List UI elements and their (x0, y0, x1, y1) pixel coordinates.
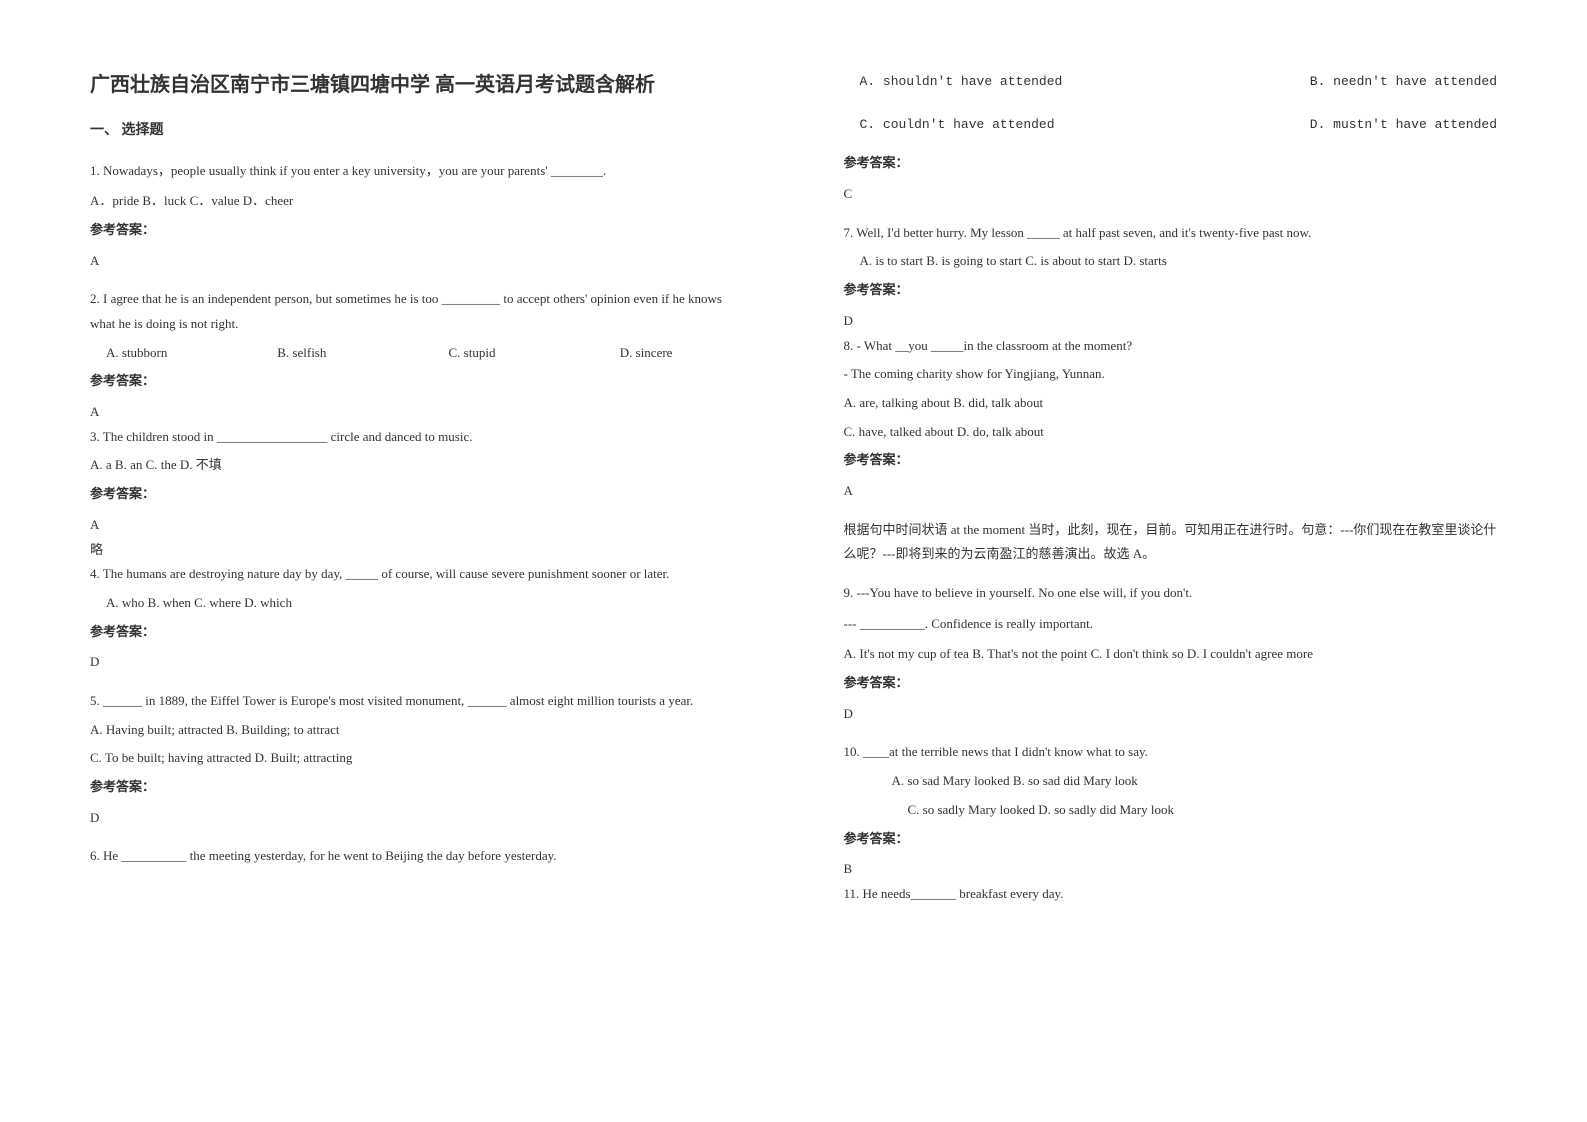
q4-answer: D (90, 650, 744, 675)
answer-label: 参考答案： (90, 482, 744, 507)
answer-label: 参考答案： (844, 827, 1498, 852)
section-heading: 一、 选择题 (90, 118, 744, 145)
q1-answer: A (90, 249, 744, 274)
q2-options: A. stubborn B. selfish C. stupid D. sinc… (90, 341, 744, 366)
q3-note: 略 (90, 538, 744, 563)
q2-opt-c: C. stupid (449, 341, 589, 366)
q1-options: A．pride B．luck C．value D．cheer (90, 189, 744, 214)
q10-opts-b: C. so sadly Mary looked D. so sadly did … (844, 798, 1498, 823)
q11-text: 11. He needs_______ breakfast every day. (844, 882, 1498, 907)
q2-answer: A (90, 400, 744, 425)
q6-opt-b: B. needn't have attended (1310, 70, 1497, 95)
answer-label: 参考答案： (90, 775, 744, 800)
q6-opt-c: C. couldn't have attended (844, 113, 1055, 138)
answer-label: 参考答案： (844, 278, 1498, 303)
q8-line1: 8. - What __you _____in the classroom at… (844, 334, 1498, 359)
q7-text: 7. Well, I'd better hurry. My lesson ___… (844, 221, 1498, 246)
q9-options: A. It's not my cup of tea B. That's not … (844, 642, 1498, 667)
q9-line2: --- __________. Confidence is really imp… (844, 612, 1498, 637)
q5-answer: D (90, 806, 744, 831)
q10-answer: B (844, 857, 1498, 882)
q4-text: 4. The humans are destroying nature day … (90, 562, 744, 587)
q10-text: 10. ____at the terrible news that I didn… (844, 740, 1498, 765)
answer-label: 参考答案： (844, 671, 1498, 696)
q3-answer: A (90, 513, 744, 538)
q6-opts-row1: A. shouldn't have attended B. needn't ha… (844, 70, 1498, 95)
answer-label: 参考答案： (844, 151, 1498, 176)
q8-explanation: 根据句中时间状语 at the moment 当时，此刻，现在，目前。可知用正在… (844, 518, 1498, 567)
q6-answer: C (844, 182, 1498, 207)
q2-opt-a: A. stubborn (106, 341, 246, 366)
q8-answer: A (844, 479, 1498, 504)
q7-options: A. is to start B. is going to start C. i… (844, 249, 1498, 274)
q6-text: 6. He __________ the meeting yesterday, … (90, 844, 744, 869)
q8-opts-a: A. are, talking about B. did, talk about (844, 391, 1498, 416)
answer-label: 参考答案： (844, 448, 1498, 473)
q7-answer: D (844, 309, 1498, 334)
q6-opts-row2: C. couldn't have attended D. mustn't hav… (844, 113, 1498, 138)
q4-options: A. who B. when C. where D. which (90, 591, 744, 616)
q6-opt-d: D. mustn't have attended (1310, 113, 1497, 138)
q10-opts-a: A. so sad Mary looked B. so sad did Mary… (844, 769, 1498, 794)
q9-answer: D (844, 702, 1498, 727)
q5-text: 5. ______ in 1889, the Eiffel Tower is E… (90, 689, 744, 714)
q8-opts-b: C. have, talked about D. do, talk about (844, 420, 1498, 445)
q3-options: A. a B. an C. the D. 不填 (90, 453, 744, 478)
left-column: 广西壮族自治区南宁市三塘镇四塘中学 高一英语月考试题含解析 一、 选择题 1. … (0, 0, 794, 1122)
doc-title: 广西壮族自治区南宁市三塘镇四塘中学 高一英语月考试题含解析 (90, 70, 744, 100)
right-column: A. shouldn't have attended B. needn't ha… (794, 0, 1587, 1122)
q8-line2: - The coming charity show for Yingjiang,… (844, 362, 1498, 387)
q3-text: 3. The children stood in _______________… (90, 425, 744, 450)
answer-label: 参考答案： (90, 218, 744, 243)
q5-opts-a: A. Having built; attracted B. Building; … (90, 718, 744, 743)
q2-opt-b: B. selfish (277, 341, 417, 366)
q9-line1: 9. ---You have to believe in yourself. N… (844, 581, 1498, 606)
q5-opts-b: C. To be built; having attracted D. Buil… (90, 746, 744, 771)
answer-label: 参考答案： (90, 620, 744, 645)
q2-opt-d: D. sincere (620, 341, 673, 366)
q2-text: 2. I agree that he is an independent per… (90, 287, 744, 336)
q6-opt-a: A. shouldn't have attended (844, 70, 1063, 95)
answer-label: 参考答案： (90, 369, 744, 394)
q1-text: 1. Nowadays，people usually think if you … (90, 159, 744, 184)
